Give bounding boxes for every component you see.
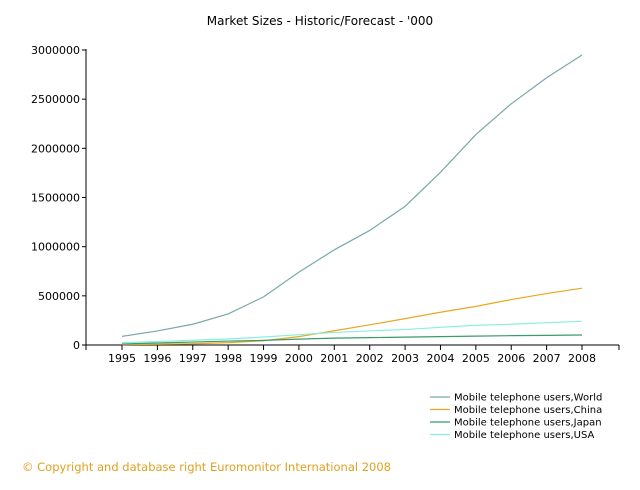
- copyright-notice: © Copyright and database right Euromonit…: [22, 460, 391, 474]
- x-tick-label: 2000: [285, 352, 313, 365]
- series-line-usa: [121, 320, 583, 344]
- series-line-china: [121, 287, 583, 346]
- y-tick-label: 2000000: [31, 142, 80, 155]
- x-tick-label: 2007: [533, 352, 561, 365]
- y-tick-label: 0: [73, 339, 80, 352]
- y-tick-label: 1500000: [31, 192, 80, 205]
- legend-label: Mobile telephone users,USA: [454, 430, 595, 441]
- series-line-world: [121, 54, 583, 337]
- x-tick-label: 1998: [214, 352, 242, 365]
- y-tick-label: 3000000: [31, 44, 80, 57]
- x-tick-label: 2006: [497, 352, 525, 365]
- legend-label: Mobile telephone users,China: [454, 405, 602, 416]
- x-tick-label: 1996: [143, 352, 171, 365]
- x-tick-label: 2002: [356, 352, 384, 365]
- x-tick-label: 1995: [108, 352, 136, 365]
- legend-label: Mobile telephone users,Japan: [454, 418, 602, 429]
- x-tick-label: 1997: [179, 352, 207, 365]
- x-tick-label: 2001: [320, 352, 348, 365]
- x-tick-label: 2003: [391, 352, 419, 365]
- y-tick-label: 500000: [38, 290, 80, 303]
- series-line-japan: [121, 334, 583, 345]
- y-tick-label: 1000000: [31, 241, 80, 254]
- x-tick-label: 2005: [462, 352, 490, 365]
- x-tick-label: 1999: [250, 352, 278, 365]
- y-tick-label: 2500000: [31, 93, 80, 106]
- x-tick-label: 2004: [426, 352, 454, 365]
- chart-title: Market Sizes - Historic/Forecast - '000: [207, 14, 433, 28]
- legend-label: Mobile telephone users,World: [454, 393, 602, 404]
- x-tick-label: 2008: [568, 352, 596, 365]
